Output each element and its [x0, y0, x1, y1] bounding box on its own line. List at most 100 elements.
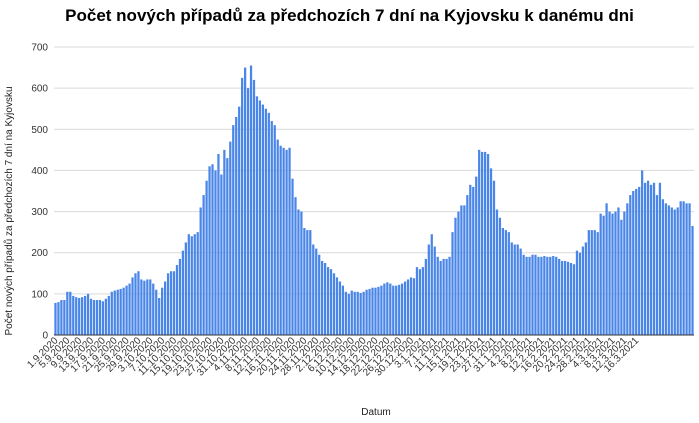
bar — [264, 108, 267, 336]
bar — [78, 297, 81, 335]
bar — [175, 265, 179, 335]
bar — [81, 297, 84, 335]
bar — [433, 246, 436, 335]
bar — [605, 203, 608, 335]
y-tick-label: 300 — [31, 207, 48, 218]
bar — [664, 203, 667, 335]
bar — [169, 271, 173, 335]
bar — [620, 219, 623, 335]
bar — [614, 211, 617, 335]
y-axis-title: Počet nových případů za předchozích 7 dn… — [3, 86, 15, 335]
bar — [321, 260, 324, 335]
bar — [445, 258, 448, 335]
bar — [395, 285, 398, 335]
y-tick-label: 200 — [31, 248, 48, 259]
bar — [104, 298, 107, 335]
bar — [350, 290, 353, 335]
bar — [294, 197, 297, 335]
bar — [184, 242, 187, 335]
bar — [442, 258, 445, 335]
bar — [208, 166, 211, 335]
bar — [534, 254, 537, 335]
bar — [602, 215, 605, 335]
bar — [347, 293, 350, 335]
y-tick-label: 100 — [31, 289, 48, 300]
bar — [303, 228, 306, 335]
x-tick-labels: 1.9.20205.9.20209.9.202013.9.202017.9.20… — [25, 335, 641, 378]
bar — [566, 261, 570, 335]
bar — [341, 285, 345, 335]
bar — [415, 267, 419, 335]
bar — [392, 285, 395, 335]
bar — [57, 302, 60, 335]
bar — [202, 195, 205, 335]
y-tick-label: 400 — [31, 166, 48, 177]
y-tick-label: 0 — [42, 331, 48, 342]
bar — [89, 298, 93, 335]
bar — [383, 283, 386, 335]
bar — [353, 291, 356, 335]
bar — [75, 297, 78, 335]
bar — [66, 291, 69, 335]
bar — [83, 295, 87, 335]
bar — [63, 300, 66, 335]
bar — [478, 149, 481, 335]
gridlines — [54, 46, 694, 295]
bar — [575, 250, 579, 335]
bar — [181, 250, 185, 335]
bar — [439, 260, 442, 335]
bar — [276, 139, 279, 335]
bar — [140, 279, 143, 335]
bar — [229, 141, 232, 335]
bar — [421, 267, 425, 335]
bar — [676, 207, 679, 335]
bar — [486, 153, 490, 335]
bar — [540, 256, 543, 335]
bar — [590, 230, 593, 335]
bar — [691, 225, 694, 335]
bar — [241, 77, 244, 336]
bar — [116, 289, 119, 335]
bar — [623, 211, 626, 335]
bar — [359, 293, 362, 335]
bar — [412, 278, 416, 335]
bar — [448, 256, 451, 335]
bar — [537, 256, 540, 335]
bar — [273, 125, 276, 335]
bar — [285, 149, 288, 335]
bar — [246, 88, 250, 335]
bar — [528, 256, 531, 335]
bar — [572, 264, 576, 335]
bar — [214, 170, 217, 335]
bar — [329, 269, 333, 335]
bar — [587, 230, 590, 335]
bar — [688, 203, 691, 335]
bar — [596, 232, 599, 335]
bar — [516, 244, 519, 335]
bar — [386, 282, 389, 335]
bar — [629, 195, 632, 335]
bar — [98, 300, 102, 335]
bar — [205, 180, 208, 335]
bar — [436, 256, 439, 335]
bar — [552, 256, 555, 335]
bar — [525, 256, 528, 335]
bar — [315, 248, 318, 335]
bar — [95, 300, 99, 335]
bar — [267, 112, 270, 335]
bar — [122, 287, 125, 335]
bar — [578, 252, 582, 335]
bar — [507, 232, 510, 335]
bar — [338, 281, 342, 335]
bar — [513, 244, 516, 335]
bar — [389, 283, 392, 335]
bar — [69, 291, 72, 335]
bar — [255, 96, 259, 336]
bar — [569, 263, 573, 335]
bar — [546, 256, 549, 335]
bar — [261, 104, 265, 335]
bar — [211, 164, 214, 335]
bar — [149, 279, 152, 335]
bar — [161, 287, 164, 335]
bar — [249, 65, 253, 335]
